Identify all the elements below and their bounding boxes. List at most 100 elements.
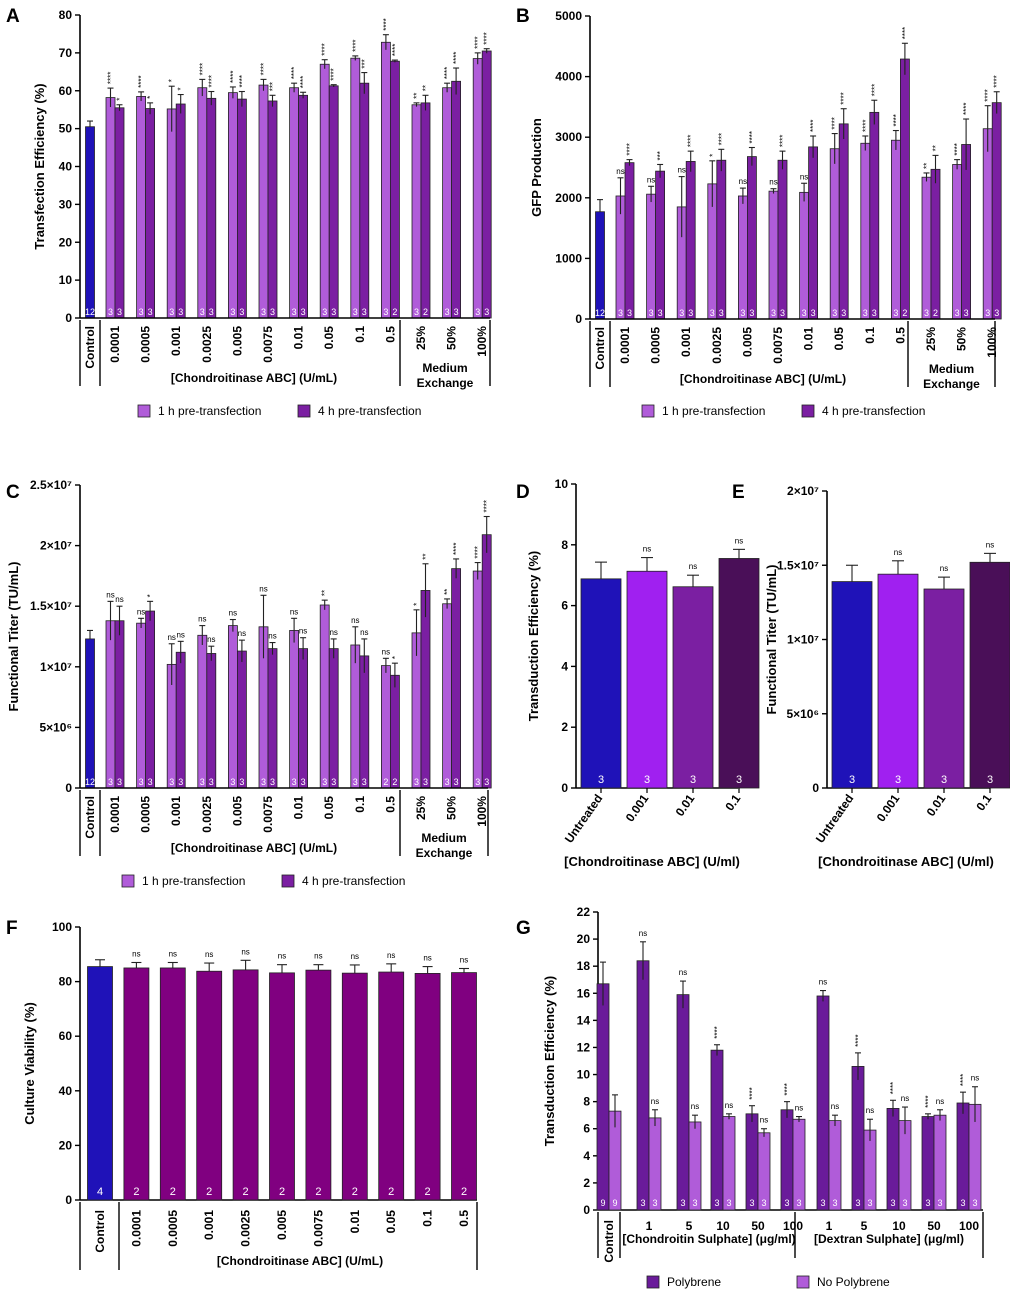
bar-1h [646,193,656,320]
panel-e-chart: 0 5×10⁶ 1×10⁷ 1.5×10⁷ 2×10⁷ Functional Titer … [764,484,1010,869]
legend-swatch-4h [281,874,295,888]
bar-4h [869,111,880,320]
n-label: 3 [796,1198,801,1208]
n-label: 3 [855,1198,860,1208]
significance-label: * [116,98,125,101]
significance-label: ns [205,950,213,959]
x-category-label: Untreated [562,792,606,846]
bar-4h [236,98,247,319]
n-label: 3 [726,1198,731,1208]
x-category-label: 0.1 [421,1210,435,1227]
svg-text:C: C [6,482,20,503]
n-label: 3 [362,777,367,787]
bar-1h [799,191,809,320]
group-label: Exchange [416,846,473,860]
group-label: [Dextran Sulphate] (μg/ml) [814,1232,964,1246]
bar-1h [105,620,116,789]
significance-label: **** [229,71,238,83]
x-category-label: 0.05 [384,1210,398,1234]
n-label: 3 [925,1198,930,1208]
bar-4h [451,568,462,789]
legend-label-4h: 4 h pre-transfection [302,874,405,888]
significance-label: **** [483,500,492,512]
bar-1h [982,128,993,320]
significance-label: **** [260,63,269,75]
significance-label: ns [831,1102,839,1111]
significance-label: **** [717,133,726,145]
n-label: 3 [679,308,684,318]
significance-label: ns [329,628,337,637]
y-tick-label: 80 [59,975,73,989]
n-label: 3 [148,307,153,317]
bar-polybrene [636,960,650,1211]
bar-4h [961,144,971,320]
significance-label: **** [959,1074,968,1086]
x-axis-label: [Chondroitinase ABC] (U/mL) [171,371,337,385]
n-label: 3 [331,777,336,787]
x-category-label: 50% [955,327,969,351]
bar-1h [258,84,269,319]
x-category-label: 0.0075 [771,327,785,364]
n-label: 3 [454,777,459,787]
significance-label: **** [892,114,901,126]
significance-label: ns [735,536,743,545]
n-label: 3 [780,308,785,318]
bar-1h [738,195,748,320]
bar-1h [768,190,779,320]
significance-label: ns [360,628,368,637]
significance-label: ns [795,1104,803,1113]
n-label: 3 [964,308,969,318]
x-category-label: 0.0005 [139,326,153,363]
significance-label: ns [382,647,390,656]
y-axis-label: Transduction Efficiency (%) [526,551,541,721]
legend-swatch-4h [297,404,311,418]
n-label: 3 [445,307,450,317]
significance-label: **** [984,89,993,101]
svg-text:E: E [732,482,745,503]
significance-label: **** [779,135,788,147]
x-axis-label: [Chondroitinase ABC] (U/mL) [171,841,337,855]
bar-1h [411,632,422,789]
x-category-label: 0.5 [383,796,397,813]
significance-label: **** [290,67,299,79]
n-label: 2 [206,1186,212,1198]
n-label: 3 [849,774,855,786]
bar [341,972,368,1201]
x-category-label: 0.005 [230,796,244,826]
n-label: 3 [139,777,144,787]
y-tick-label: 2000 [555,191,582,205]
n-label: 3 [893,308,898,318]
significance-label: ** [413,93,422,99]
n-label: 3 [484,307,489,317]
bar-1h [472,58,483,319]
bar-1h [136,96,147,319]
x-category-label: 0.0005 [139,796,153,833]
significance-label: **** [474,546,483,558]
n-label: 3 [972,1198,977,1208]
y-tick-label: 20 [59,1138,73,1152]
x-category-label: 0.0001 [108,796,122,833]
y-tick-label: 4 [583,1149,590,1163]
significance-label: ns [268,632,276,641]
significance-label: **** [198,63,207,75]
y-tick-label: 1×10⁷ [40,660,72,674]
significance-label: **** [452,52,461,64]
significance-label: ns [971,1074,979,1083]
significance-label: ** [923,163,932,169]
legend-label-no-polybrene: No Polybrene [817,1275,890,1289]
n-label: 3 [261,307,266,317]
bar-polybrene [851,1066,865,1211]
bar-4h [716,159,727,320]
y-tick-label: 80 [59,8,73,22]
x-category-label: 0.5 [457,1210,471,1227]
y-tick-label: 1.5×10⁷ [777,558,819,572]
bar-control [595,211,605,320]
y-tick-label: 12 [577,1040,591,1054]
significance-label: * [177,87,186,90]
significance-label: *** [269,82,278,91]
n-label: 3 [169,307,174,317]
bar-1h [442,87,453,319]
n-label: 2 [423,307,428,317]
bar-no-polybrene [792,1118,806,1211]
